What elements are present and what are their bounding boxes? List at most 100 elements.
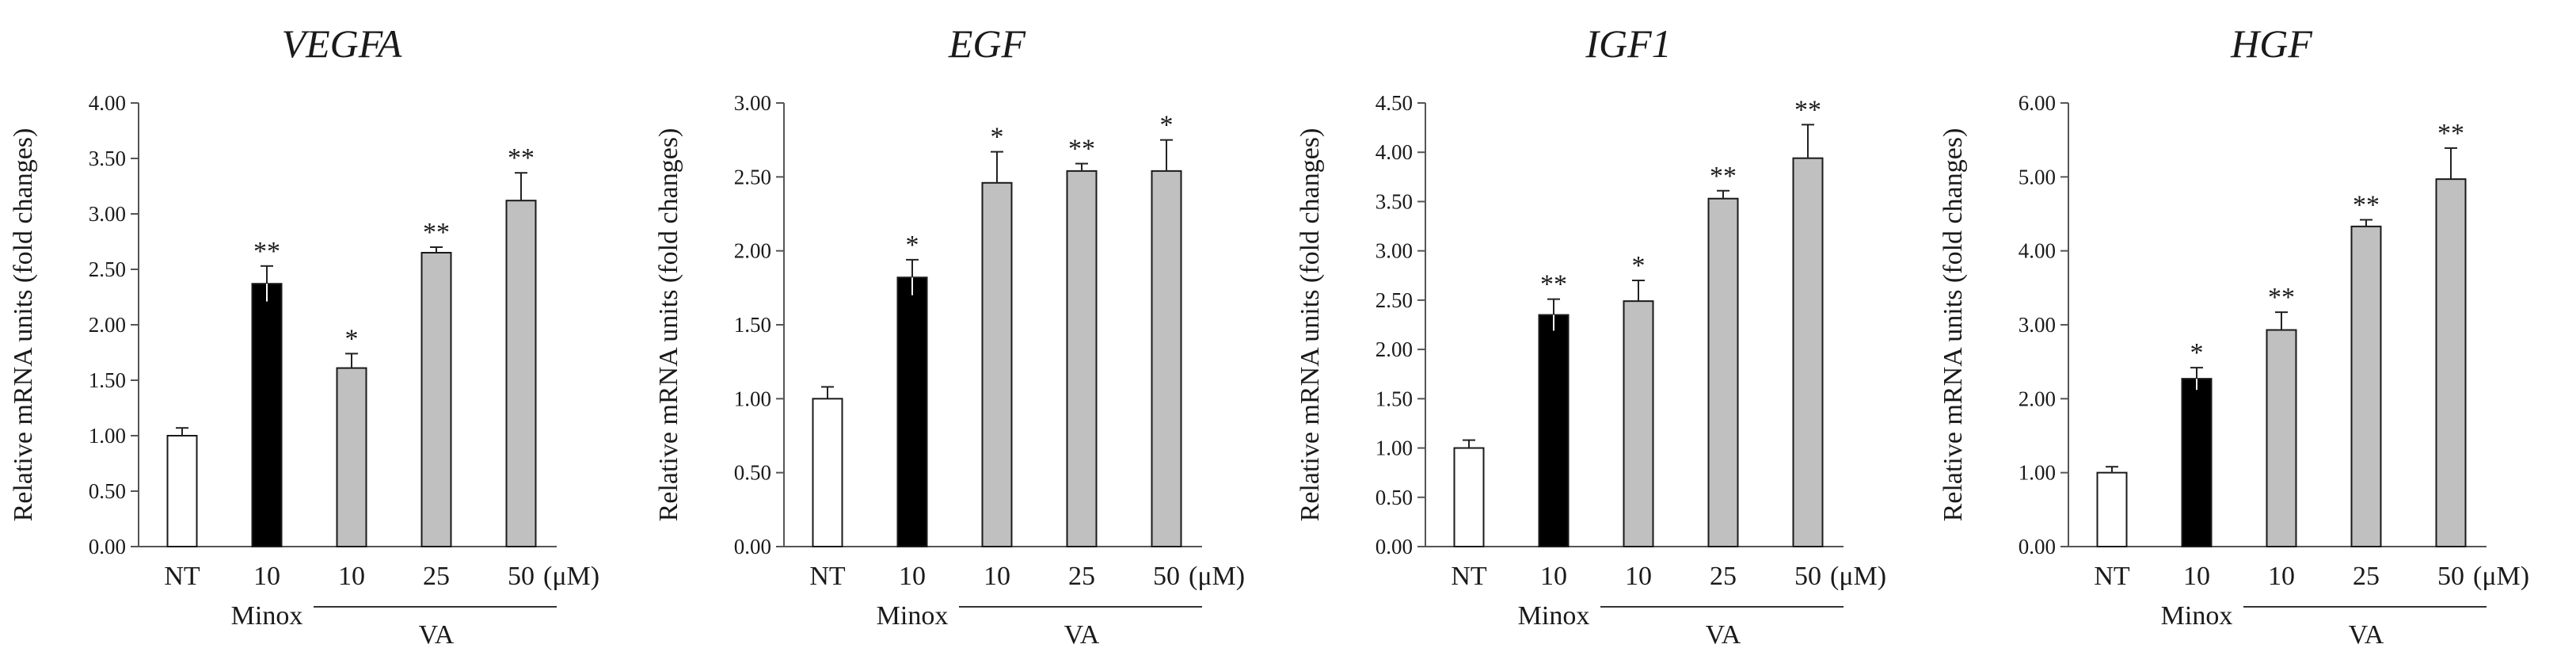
y-tick-label: 0.50 xyxy=(1376,486,1413,509)
x-category-label: NT xyxy=(809,562,846,591)
group-label-va: VA xyxy=(1064,620,1100,650)
significance-marker: ** xyxy=(2353,190,2380,219)
y-tick-label: 3.00 xyxy=(2019,313,2056,337)
chart-panel-vegfa: VEGFA Relative mRNA units (fold changes) 0… xyxy=(9,21,599,650)
significance-marker: * xyxy=(2190,338,2204,368)
y-tick-label: 1.50 xyxy=(1376,387,1413,410)
significance-marker: * xyxy=(1632,251,1646,280)
x-category-label: 10 xyxy=(2183,562,2210,591)
significance-marker: ** xyxy=(1794,95,1821,124)
y-tick-label: 2.50 xyxy=(734,165,771,189)
bar-0 xyxy=(166,435,198,547)
y-tick-label: 3.50 xyxy=(1376,189,1413,213)
y-tick-label: 3.50 xyxy=(89,147,126,170)
y-tick-label: 0.00 xyxy=(1376,535,1413,558)
y-tick-label: 2.00 xyxy=(2019,387,2056,410)
x-category-label: 50 xyxy=(2437,562,2464,591)
x-category-label: 25 xyxy=(423,562,450,591)
x-category-label: 10 xyxy=(253,562,280,591)
unit-label: (μM) xyxy=(2473,562,2529,591)
bar-0 xyxy=(812,398,843,548)
x-category-label: 25 xyxy=(1068,562,1095,591)
group-label-va: VA xyxy=(1706,620,1741,650)
y-tick-label: 2.00 xyxy=(89,313,126,337)
chart-title: EGF xyxy=(948,21,1026,66)
unit-label: (μM) xyxy=(1189,562,1245,591)
x-category-label: 25 xyxy=(1710,562,1737,591)
y-tick-label: 0.50 xyxy=(89,479,126,503)
chart-panel-igf1: IGF1 Relative mRNA units (fold changes) 0.… xyxy=(1296,21,1886,650)
bar-1 xyxy=(1538,314,1570,547)
bar-3 xyxy=(420,252,452,547)
y-tick-label: 1.50 xyxy=(734,313,771,337)
significance-marker: ** xyxy=(508,143,535,173)
bar-1 xyxy=(2181,378,2213,547)
group-label-va: VA xyxy=(419,620,455,650)
x-category-label: 25 xyxy=(2353,562,2380,591)
y-tick-label: 1.00 xyxy=(89,424,126,448)
bar-2 xyxy=(336,367,367,547)
y-axis-label: Relative mRNA units (fold changes) xyxy=(654,128,683,522)
unit-label: (μM) xyxy=(1830,562,1886,591)
y-tick-label: 0.00 xyxy=(2019,535,2056,558)
bar-4 xyxy=(505,200,537,547)
y-tick-label: 3.00 xyxy=(89,202,126,226)
x-category-label: 50 xyxy=(1153,562,1180,591)
bar-3 xyxy=(2350,225,2382,547)
y-axis-label: Relative mRNA units (fold changes) xyxy=(1939,128,1968,522)
chart-title: HGF xyxy=(2230,21,2312,66)
bar-2 xyxy=(1623,300,1654,547)
y-tick-label: 4.00 xyxy=(2019,239,2056,263)
chart-title: IGF1 xyxy=(1585,21,1671,66)
bar-1 xyxy=(896,276,928,547)
x-category-label: 10 xyxy=(1625,562,1652,591)
y-tick-label: 4.00 xyxy=(89,91,126,115)
y-tick-label: 0.50 xyxy=(734,461,771,485)
chart-panel-egf: EGF Relative mRNA units (fold changes) 0.0… xyxy=(654,21,1245,650)
y-tick-label: 1.00 xyxy=(1376,436,1413,460)
x-category-label: 50 xyxy=(508,562,535,591)
bar-3 xyxy=(1066,170,1098,547)
significance-marker: ** xyxy=(423,218,450,247)
y-tick-label: 4.00 xyxy=(1376,140,1413,164)
x-category-label: 10 xyxy=(2268,562,2295,591)
y-tick-label: 2.00 xyxy=(1376,337,1413,361)
bar-1 xyxy=(251,283,283,547)
group-label-minox: Minox xyxy=(2161,601,2233,631)
significance-marker: * xyxy=(906,231,919,260)
bar-0 xyxy=(2096,471,2128,548)
x-category-label: 10 xyxy=(984,562,1010,591)
chart-panel-hgf: HGF Relative mRNA units (fold changes) 0.0… xyxy=(1939,21,2529,650)
y-tick-label: 2.50 xyxy=(1376,288,1413,312)
y-axis-label: Relative mRNA units (fold changes) xyxy=(9,128,38,522)
significance-marker: * xyxy=(991,123,1004,152)
y-axis-label: Relative mRNA units (fold changes) xyxy=(1296,128,1325,522)
bar-2 xyxy=(981,181,1013,548)
y-tick-label: 1.00 xyxy=(2019,461,2056,485)
significance-marker: ** xyxy=(2268,283,2295,312)
y-tick-label: 4.50 xyxy=(1376,91,1413,115)
y-tick-label: 3.00 xyxy=(734,91,771,115)
y-tick-label: 6.00 xyxy=(2019,91,2056,115)
bar-4 xyxy=(2435,178,2467,547)
y-tick-label: 3.00 xyxy=(1376,239,1413,263)
y-tick-label: 2.00 xyxy=(734,239,771,263)
x-category-label: NT xyxy=(164,562,200,591)
significance-marker: ** xyxy=(1540,270,1567,299)
x-category-label: 10 xyxy=(338,562,365,591)
x-category-label: NT xyxy=(1451,562,1487,591)
bar-3 xyxy=(1707,197,1739,547)
significance-marker: * xyxy=(1160,111,1174,140)
significance-marker: * xyxy=(345,324,359,353)
y-tick-label: 5.00 xyxy=(2019,165,2056,189)
y-tick-label: 1.00 xyxy=(734,387,771,410)
x-category-label: 10 xyxy=(899,562,926,591)
chart-title: VEGFA xyxy=(282,21,402,66)
bar-0 xyxy=(1453,447,1485,547)
y-tick-label: 1.50 xyxy=(89,368,126,392)
significance-marker: ** xyxy=(2437,119,2464,148)
significance-marker: ** xyxy=(253,237,280,266)
y-tick-label: 2.50 xyxy=(89,257,126,281)
group-label-minox: Minox xyxy=(1518,601,1590,631)
